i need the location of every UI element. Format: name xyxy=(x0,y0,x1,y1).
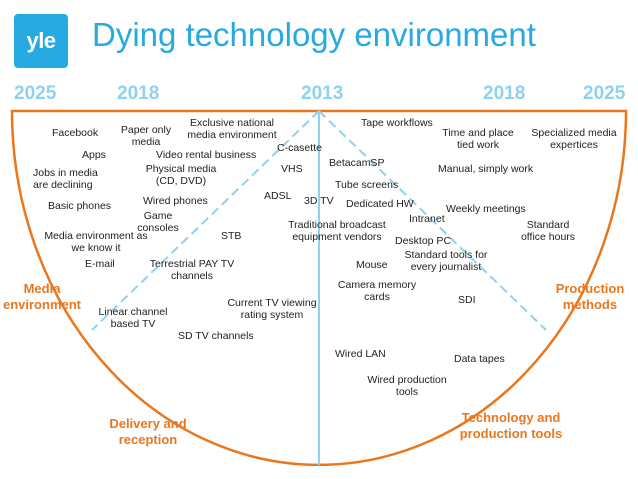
item-apps: Apps xyxy=(82,149,106,161)
item-facebook: Facebook xyxy=(52,127,99,139)
item-wired-phones: Wired phones xyxy=(143,195,208,207)
semicircle-outline xyxy=(10,109,628,467)
item-vhs: VHS xyxy=(281,163,303,175)
zone-technology-tools: Technology and production tools xyxy=(459,410,563,441)
item-time-place-tied: Time and place tied work xyxy=(442,127,514,152)
item-jobs-declining: Jobs in media are declining xyxy=(33,167,98,192)
item-tape-workflows: Tape workflows xyxy=(361,117,433,129)
year-center: 2013 xyxy=(301,83,344,104)
item-game-consoles: Game consoles xyxy=(137,210,179,235)
item-standard-office-hours: Standard office hours xyxy=(520,219,576,244)
item-basic-phones: Basic phones xyxy=(48,200,112,212)
item-standard-tools: Standard tools for every journalist xyxy=(404,249,488,274)
item-specialized-media: Specialized media expertices xyxy=(531,127,617,152)
item-traditional-broadcast: Traditional broadcast equipment vendors xyxy=(288,219,386,244)
item-video-rental: Video rental business xyxy=(156,149,257,161)
item-betacam-sp: BetacamSP xyxy=(329,157,385,169)
item-linear-channel: Linear channel based TV xyxy=(98,306,168,331)
yle-logo: yle xyxy=(14,14,68,68)
item-c-casette: C-casette xyxy=(277,142,322,154)
item-email: E-mail xyxy=(85,258,115,270)
item-3d-tv: 3D TV xyxy=(304,195,334,207)
item-camera-memory: Camera memory cards xyxy=(337,279,417,304)
zone-media-environment: Media environment xyxy=(2,281,81,312)
item-sd-tv-channels: SD TV channels xyxy=(178,330,254,342)
item-tube-screens: Tube screens xyxy=(335,179,399,191)
year-mid-left: 2018 xyxy=(117,83,160,104)
item-physical-media: Physical media (CD, DVD) xyxy=(145,163,217,188)
item-stb: STB xyxy=(221,230,242,242)
item-intranet: Intranet xyxy=(409,213,445,225)
item-media-env-as-we-know: Media environment as we know it xyxy=(44,230,148,255)
axis-left-diagonal xyxy=(91,110,320,331)
item-adsl: ADSL xyxy=(264,190,292,202)
item-weekly-meetings: Weekly meetings xyxy=(446,203,526,215)
item-terrestrial-pay-tv: Terrestrial PAY TV channels xyxy=(149,258,235,283)
item-sdi: SDI xyxy=(458,294,476,306)
zone-production-methods: Production methods xyxy=(555,281,625,312)
item-wired-production: Wired production tools xyxy=(367,374,447,399)
item-exclusive-national: Exclusive national media environment xyxy=(187,117,277,142)
axis-right-diagonal xyxy=(318,110,547,331)
year-mid-right: 2018 xyxy=(483,83,526,104)
item-manual-simply-work: Manual, simply work xyxy=(438,163,534,175)
year-far-left: 2025 xyxy=(14,83,57,104)
item-wired-lan: Wired LAN xyxy=(335,348,386,360)
item-dedicated-hw: Dedicated HW xyxy=(346,198,414,210)
page-title: Dying technology environment xyxy=(92,16,536,53)
item-data-tapes: Data tapes xyxy=(454,353,505,365)
item-paper-only-media: Paper only media xyxy=(120,124,172,149)
zone-delivery-reception: Delivery and reception xyxy=(109,416,187,447)
year-far-right: 2025 xyxy=(583,83,626,104)
item-desktop-pc: Desktop PC xyxy=(395,235,452,247)
item-current-tv-viewing: Current TV viewing rating system xyxy=(227,297,317,322)
item-mouse: Mouse xyxy=(356,259,388,271)
